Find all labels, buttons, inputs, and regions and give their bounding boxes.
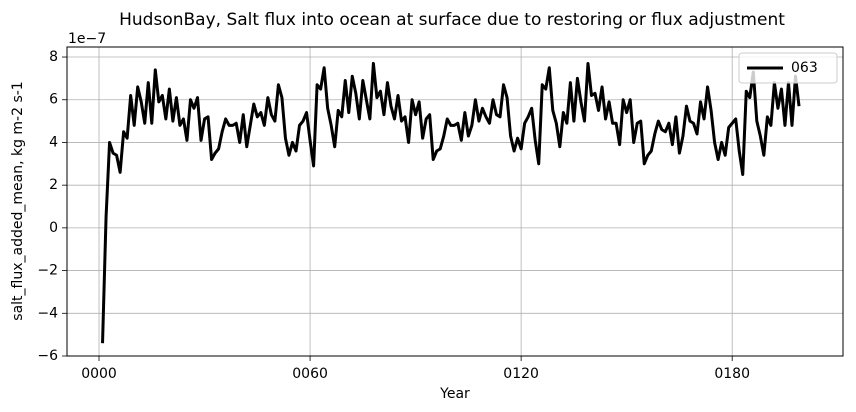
x-tick-label: 0120 [503,366,539,382]
y-axis-label: salt_flux_added_mean, kg m-2 s-1 [10,81,26,320]
data-line [101,61,801,344]
x-tick-label: 0060 [292,366,328,382]
y-offset-label: 1e−7 [68,31,106,47]
y-tick-label: −2 [37,263,58,279]
y-tick-label: −4 [37,305,58,321]
plot-frame [66,46,844,357]
x-tick-label: 0180 [714,366,750,382]
y-tick-label: 6 [49,92,58,108]
x-axis-label: Year [439,386,470,402]
y-tick-label: 0 [49,220,58,236]
y-tick-label: 8 [49,49,58,65]
y-tick-label: −6 [37,348,58,364]
legend-box [738,52,838,84]
y-tick-label: 4 [49,134,58,150]
chart-title: HudsonBay, Salt flux into ocean at surfa… [119,10,785,30]
y-tick-label: 2 [49,177,58,193]
legend-label: 063 [791,60,818,76]
x-tick-label: 0000 [81,366,117,382]
